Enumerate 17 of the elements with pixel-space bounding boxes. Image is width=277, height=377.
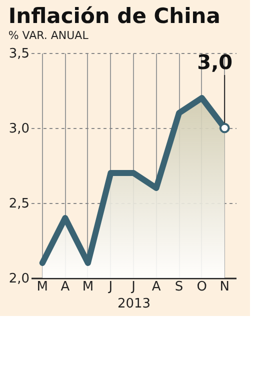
x-tick-label: J [108,280,113,294]
x-tick-label: M [82,280,94,294]
chart-subtitle: % VAR. ANUAL [8,29,90,42]
annotation: 3,0 [197,50,233,74]
chart-title: Inflación de China [8,4,220,28]
x-tick-label: N [220,280,230,294]
y-tick-label: 3,5 [8,46,30,62]
x-tick-label: O [196,280,207,294]
x-tick-label: J [130,280,136,294]
x-tick-label: M [36,280,48,294]
y-tick-label: 2,0 [8,272,30,286]
x-tick-label: S [174,280,184,294]
y-tick-label: 3,0 [8,122,30,136]
x-tick-label: A [60,280,70,294]
x-tick-label: A [152,280,161,294]
x-axis-title: 2013 [117,296,151,312]
y-tick-label: 2,5 [8,196,30,212]
